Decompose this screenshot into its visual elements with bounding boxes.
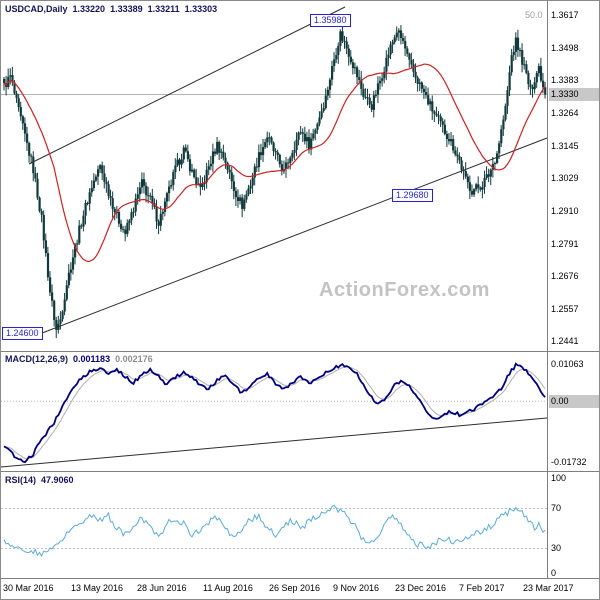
price-annotation-support[interactable]: 1.29680 (392, 189, 433, 202)
rsi-panel (1, 504, 547, 557)
rsi-label: RSI(14) (5, 475, 37, 485)
svg-text:1.2441: 1.2441 (551, 336, 579, 346)
open-value: 1.33220 (72, 4, 106, 14)
watermark: ActionForex.com (319, 279, 490, 301)
macd-label: MACD(12,26,9) (5, 354, 69, 364)
symbol-label: USDCAD,Daily (5, 4, 68, 14)
current-price-box: 1.3330 (549, 88, 599, 101)
panel-separators (1, 1, 599, 579)
svg-text:1.2910: 1.2910 (551, 206, 579, 216)
trendlines (1, 6, 548, 468)
svg-text:-0.01732: -0.01732 (551, 457, 587, 467)
svg-text:1.2557: 1.2557 (551, 304, 579, 314)
svg-text:23 Mar 2017: 23 Mar 2017 (523, 583, 574, 593)
svg-text:30 Mar 2016: 30 Mar 2016 (3, 583, 54, 593)
svg-text:13 May 2016: 13 May 2016 (71, 583, 123, 593)
svg-text:1.3498: 1.3498 (551, 43, 579, 53)
macd-main-value: 0.001183 (73, 354, 111, 364)
macd-header: MACD(12,26,9) 0.001183 0.002176 (5, 354, 158, 364)
svg-text:7 Feb 2017: 7 Feb 2017 (459, 583, 505, 593)
svg-text:23 Dec 2016: 23 Dec 2016 (395, 583, 446, 593)
high-value: 1.33389 (110, 4, 143, 14)
svg-text:11 Aug 2016: 11 Aug 2016 (203, 583, 253, 593)
svg-text:28 Jun 2016: 28 Jun 2016 (137, 583, 187, 593)
rsi-header: RSI(14) 47.9060 (5, 475, 79, 485)
svg-text:0.01063: 0.01063 (551, 359, 584, 369)
svg-text:70: 70 (551, 503, 561, 513)
low-value: 1.33211 (147, 4, 180, 14)
price-annotation-low[interactable]: 1.24600 (2, 327, 43, 340)
rsi-value: 47.9060 (41, 475, 74, 485)
svg-text:1.3383: 1.3383 (551, 75, 579, 85)
fib-level-label: 50.0 (525, 10, 543, 20)
candlesticks (3, 23, 547, 339)
svg-text:1.3264: 1.3264 (551, 108, 579, 118)
svg-text:1.2791: 1.2791 (551, 239, 579, 249)
moving-average-line (3, 63, 546, 263)
time-axis-labels: 30 Mar 2016 13 May 2016 28 Jun 2016 11 Aug … (3, 583, 574, 593)
svg-text:9 Nov 2016: 9 Nov 2016 (333, 583, 379, 593)
svg-text:1.3617: 1.3617 (551, 10, 579, 20)
svg-text:30: 30 (551, 543, 561, 553)
close-value: 1.33303 (184, 4, 218, 14)
current-macd-box: 0.00 (549, 395, 599, 408)
svg-text:1.2676: 1.2676 (551, 271, 579, 281)
y-axis-labels: 1.3617 1.3498 1.3383 1.3264 1.3145 1.3029 1.29… (551, 10, 587, 578)
macd-panel (1, 362, 547, 464)
svg-text:26 Sep 2016: 26 Sep 2016 (269, 583, 320, 593)
svg-text:1.3145: 1.3145 (551, 141, 579, 151)
svg-text:100: 100 (551, 473, 566, 483)
price-annotation-high[interactable]: 1.35980 (310, 14, 351, 27)
svg-text:1.3029: 1.3029 (551, 173, 579, 183)
macd-signal-value: 0.002176 (115, 354, 153, 364)
symbol-header: USDCAD,Daily 1.33220 1.33389 1.33211 1.33303 (5, 4, 222, 14)
svg-text:0: 0 (551, 568, 556, 578)
